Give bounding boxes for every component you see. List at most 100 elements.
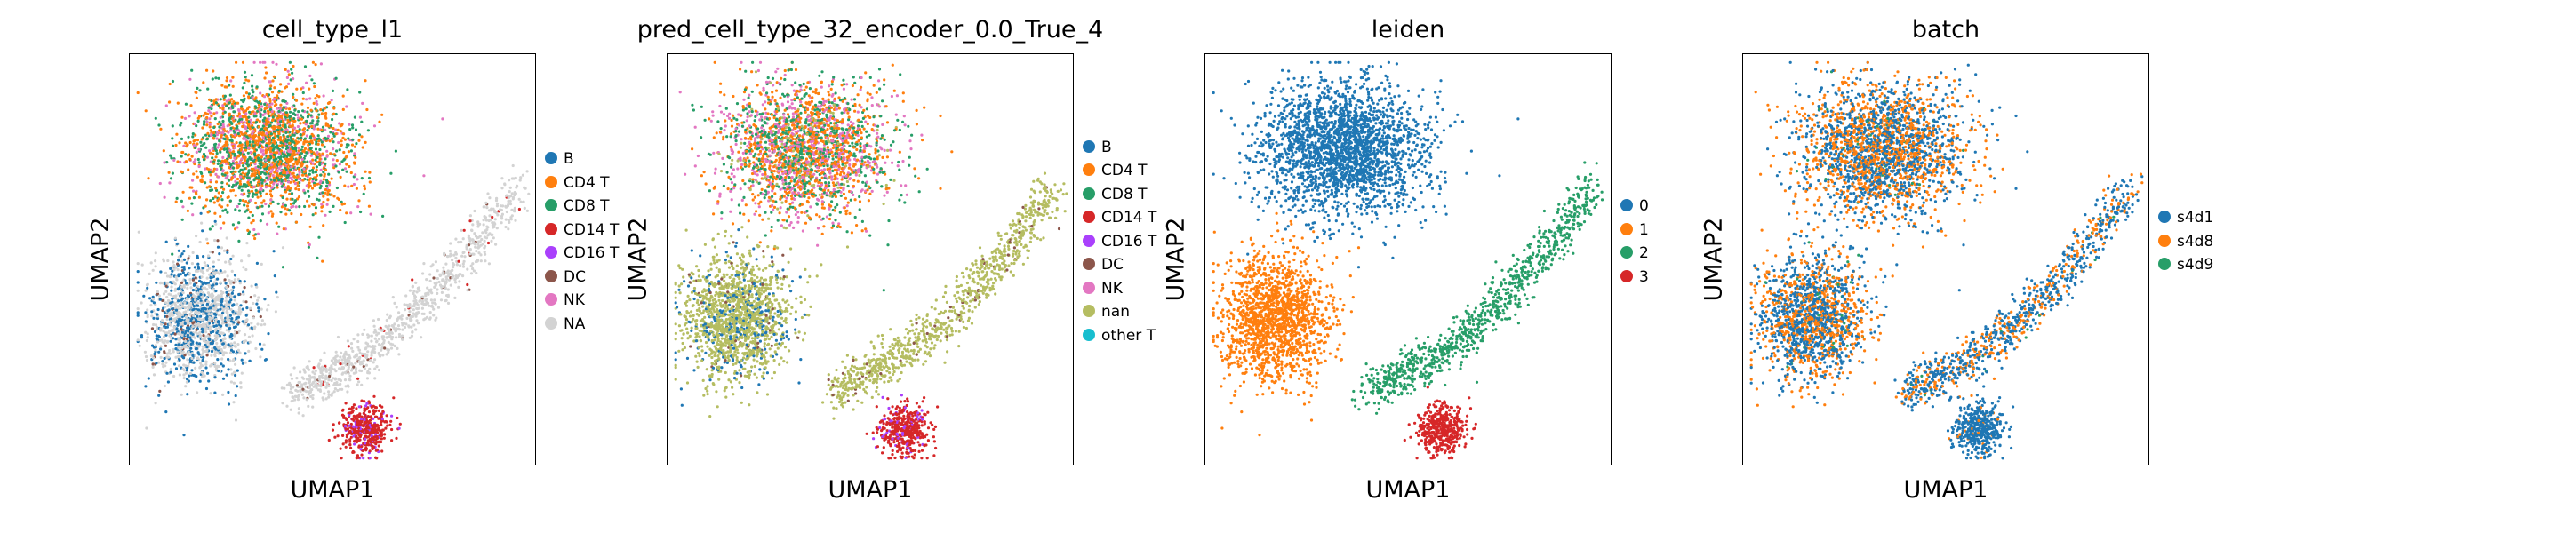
data-point (241, 86, 244, 90)
data-point (269, 210, 273, 213)
data-point (229, 126, 233, 130)
data-point (236, 125, 239, 129)
data-point (231, 188, 236, 192)
data-point (183, 116, 188, 120)
data-point (202, 152, 206, 156)
data-point (284, 85, 289, 89)
data-point (297, 137, 300, 140)
data-point (292, 64, 295, 68)
data-point (206, 131, 210, 135)
data-point (326, 101, 331, 105)
data-point (315, 94, 319, 98)
data-point (350, 143, 355, 147)
data-point (257, 171, 260, 174)
data-point (191, 132, 195, 136)
data-point (349, 211, 353, 215)
data-point (263, 109, 267, 114)
data-point (241, 150, 244, 154)
data-point (205, 123, 209, 127)
data-point (292, 140, 295, 144)
data-point (217, 191, 220, 195)
data-point (263, 95, 267, 99)
data-point (284, 125, 287, 129)
data-point (303, 65, 308, 68)
data-point (255, 169, 259, 172)
data-point (293, 175, 297, 179)
data-point (281, 108, 284, 112)
data-point (277, 132, 281, 136)
data-point (225, 182, 229, 186)
data-point (284, 111, 288, 115)
data-point (301, 97, 305, 100)
data-point (345, 211, 348, 215)
data-point (270, 91, 275, 94)
data-point (284, 68, 287, 71)
data-point (273, 159, 276, 163)
data-point (190, 186, 194, 189)
data-point (215, 167, 219, 171)
data-point (195, 170, 198, 173)
data-point (281, 99, 284, 103)
data-point (221, 191, 225, 195)
data-point (256, 195, 260, 199)
data-point (228, 101, 231, 105)
data-point (249, 137, 252, 140)
data-point (305, 134, 308, 138)
data-point (308, 225, 312, 228)
data-point (246, 201, 250, 205)
data-point (354, 155, 357, 159)
data-point (280, 185, 284, 188)
data-point (176, 160, 180, 163)
data-point (221, 131, 225, 135)
data-point (268, 87, 272, 91)
data-point (192, 196, 196, 200)
data-point (274, 163, 277, 166)
data-point (186, 209, 189, 212)
data-point (242, 176, 245, 179)
data-point (345, 146, 348, 149)
data-point (322, 178, 325, 181)
data-point (244, 127, 248, 131)
data-point (163, 161, 166, 164)
data-point (171, 137, 174, 140)
data-point (168, 181, 172, 185)
data-point (378, 120, 381, 123)
data-point (202, 206, 205, 210)
data-point (288, 192, 292, 195)
data-point (192, 172, 196, 176)
data-point (311, 158, 315, 162)
data-point (271, 212, 275, 216)
data-point (300, 136, 303, 139)
data-point (305, 98, 308, 101)
data-point (279, 140, 283, 145)
data-point (332, 158, 335, 162)
data-point (212, 125, 216, 130)
data-point (190, 202, 194, 205)
data-point (276, 107, 279, 110)
data-point (306, 115, 309, 119)
data-point (360, 120, 364, 123)
data-point (212, 162, 216, 165)
data-point (332, 195, 336, 198)
data-point (237, 239, 241, 243)
data-point (226, 147, 229, 151)
data-point (239, 131, 243, 134)
data-point (228, 199, 232, 203)
data-point (301, 179, 305, 182)
data-point (190, 68, 194, 72)
data-point (300, 157, 304, 162)
data-point (254, 96, 258, 99)
data-point (213, 117, 217, 121)
data-point (311, 119, 315, 123)
data-point (216, 199, 220, 203)
data-point (324, 111, 328, 115)
data-point (261, 136, 265, 139)
data-point (356, 205, 360, 209)
data-point (360, 177, 364, 180)
data-point (349, 149, 353, 153)
data-point (315, 197, 319, 201)
data-point (188, 115, 191, 118)
data-point (265, 92, 268, 97)
data-point (191, 213, 195, 217)
data-point (324, 179, 329, 182)
